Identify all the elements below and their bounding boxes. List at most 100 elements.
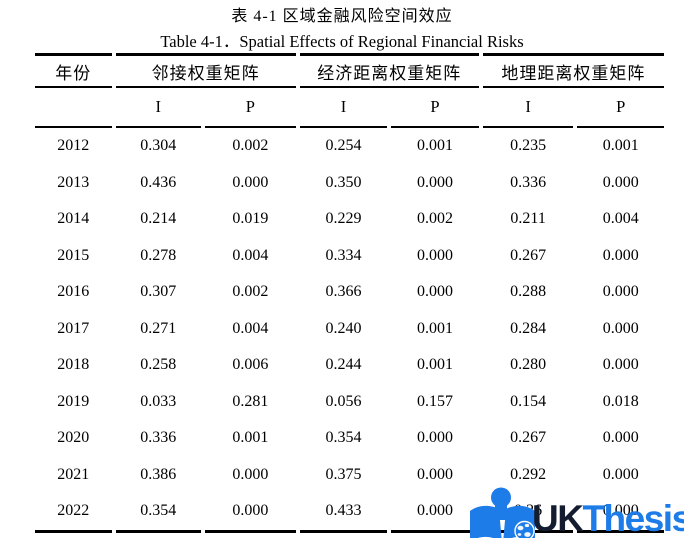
value-cell: 0.004 <box>232 319 269 337</box>
value-cell: 0.292 <box>510 465 547 483</box>
value-cell: 0.354 <box>325 429 362 447</box>
group-header-adjacency-matrix: 邻接权重矩阵 <box>115 53 296 88</box>
watermark-wordmark: UKThesis <box>532 500 684 537</box>
value-cell: 0.000 <box>602 465 639 483</box>
table-title-chinese: 表 4-1 区域金融风险空间效应 <box>231 8 453 25</box>
year-cell: 2012 <box>57 137 90 155</box>
watermark-text-uk: UK <box>532 498 584 538</box>
year-cell: 2018 <box>57 356 90 374</box>
value-cell: 0.157 <box>417 392 454 410</box>
table-row: 2012 0.304 0.002 0.254 0.001 0.235 0.001 <box>35 128 664 165</box>
value-cell: 0.000 <box>417 465 454 483</box>
table-row: 2014 0.214 0.019 0.229 0.002 0.211 0.004 <box>35 201 664 238</box>
value-cell: 0.366 <box>325 283 362 301</box>
year-cell: 2015 <box>57 246 90 264</box>
value-cell: 0.386 <box>140 465 177 483</box>
value-cell: 0.375 <box>325 465 362 483</box>
value-cell: 0.307 <box>140 283 177 301</box>
reader-book-globe-icon <box>470 487 535 538</box>
value-cell: 0.001 <box>232 429 269 447</box>
subheader-P: P <box>577 88 664 128</box>
value-cell: 0.000 <box>417 173 454 191</box>
value-cell: 0.000 <box>232 465 269 483</box>
value-cell: 0.436 <box>140 173 177 191</box>
value-cell: 0.006 <box>232 356 269 374</box>
value-cell: 0.018 <box>602 392 639 410</box>
watermark-text-thesis: Thesis <box>582 498 684 538</box>
table-title-english: Table 4-1．Spatial Effects of Regional Fi… <box>160 32 524 51</box>
empty-header-cell <box>35 88 112 128</box>
year-cell: 2022 <box>35 493 112 533</box>
thesis-page: 表 4-1 区域金融风险空间效应 Table 4-1．Spatial Effec… <box>0 7 684 538</box>
table-row: 2020 0.336 0.001 0.354 0.000 0.267 0.000 <box>35 420 664 457</box>
value-cell: 0.002 <box>232 137 269 155</box>
year-cell: 2019 <box>57 392 90 410</box>
value-cell: 0.019 <box>232 210 269 228</box>
value-cell: 0.271 <box>140 319 177 337</box>
table-row: 2016 0.307 0.002 0.366 0.000 0.288 0.000 <box>35 274 664 311</box>
value-cell: 0.244 <box>325 356 362 374</box>
value-cell: 0.350 <box>325 173 362 191</box>
value-cell: 0.336 <box>510 173 547 191</box>
spatial-effects-table: 年份 邻接权重矩阵 经济距离权重矩阵 地理距离权重矩阵 I P I P I P … <box>31 53 668 533</box>
value-cell: 0.001 <box>417 356 454 374</box>
value-cell: 0.235 <box>510 137 547 155</box>
group-header-geographic-distance-matrix: 地理距离权重矩阵 <box>482 53 664 88</box>
subheader-P: P <box>391 88 479 128</box>
value-cell: 0.000 <box>602 356 639 374</box>
value-cell: 0.334 <box>325 246 362 264</box>
value-cell: 0.354 <box>115 493 202 533</box>
subheader-P: P <box>205 88 296 128</box>
subheader-I: I <box>482 88 574 128</box>
value-cell: 0.000 <box>232 173 269 191</box>
value-cell: 0.000 <box>577 493 664 533</box>
value-cell: 0.000 <box>602 429 639 447</box>
value-cell: 0.000 <box>417 283 454 301</box>
value-cell: 0.211 <box>510 210 546 228</box>
year-cell: 2014 <box>57 210 90 228</box>
value-cell: 0.033 <box>140 392 177 410</box>
value-cell: 0.433 <box>299 493 388 533</box>
value-cell: 0.004 <box>602 210 639 228</box>
value-cell: 0.000 <box>205 493 296 533</box>
group-header-row: 年份 邻接权重矩阵 经济距离权重矩阵 地理距离权重矩阵 <box>35 53 664 88</box>
value-cell: 0.284 <box>510 319 547 337</box>
value-cell: 0.280 <box>510 356 547 374</box>
value-cell: 0.240 <box>325 319 362 337</box>
value-cell: 0.056 <box>325 392 362 410</box>
value-cell: 0.000 <box>417 429 454 447</box>
value-cell: 0.000 <box>391 493 479 533</box>
value-cell: 0.000 <box>602 283 639 301</box>
subheader-row: I P I P I P <box>35 88 664 128</box>
value-cell: 0.267 <box>510 429 547 447</box>
value-cell: 0.002 <box>232 283 269 301</box>
value-cell: 0.214 <box>140 210 177 228</box>
subheader-I: I <box>115 88 202 128</box>
value-cell: 0.001 <box>602 137 639 155</box>
value-cell: 0.281 <box>232 392 269 410</box>
value-cell: 0.000 <box>602 246 639 264</box>
year-cell: 2016 <box>57 283 90 301</box>
value-cell: 0.002 <box>417 210 454 228</box>
value-cell: 0.336 <box>140 429 177 447</box>
table-row: 2018 0.258 0.006 0.244 0.001 0.280 0.000 <box>35 347 664 384</box>
value-cell: 0.154 <box>510 392 547 410</box>
value-cell: 0.000 <box>602 319 639 337</box>
value-cell: 0.304 <box>140 137 177 155</box>
year-cell: 2013 <box>57 173 90 191</box>
ukthesis-watermark: UKThesis <box>469 487 684 538</box>
table-row: 2013 0.436 0.000 0.350 0.000 0.336 0.000 <box>35 165 664 202</box>
value-cell: 0.001 <box>417 319 454 337</box>
value-cell: 0.258 <box>140 356 177 374</box>
value-cell: 0.001 <box>417 137 454 155</box>
value-cell: 0.000 <box>417 246 454 264</box>
group-header-economic-distance-matrix: 经济距离权重矩阵 <box>299 53 479 88</box>
value-cell: 0.004 <box>232 246 269 264</box>
subheader-I: I <box>299 88 388 128</box>
year-column-header: 年份 <box>35 53 112 88</box>
value-cell: 0.254 <box>325 137 362 155</box>
table-row: 2021 0.386 0.000 0.375 0.000 0.292 0.000 <box>35 457 664 494</box>
value-cell: 0.288 <box>510 283 547 301</box>
table-row: 2019 0.033 0.281 0.056 0.157 0.154 0.018 <box>35 384 664 421</box>
value-cell: 0.000 <box>602 173 639 191</box>
